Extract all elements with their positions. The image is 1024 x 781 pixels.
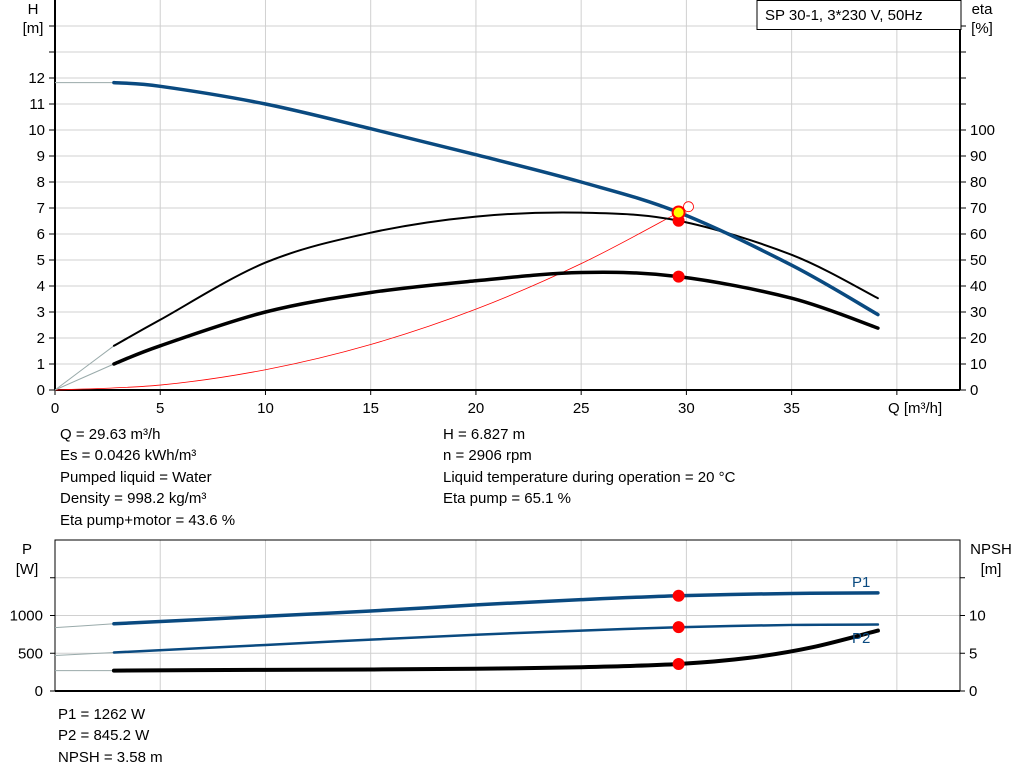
h-tick-label: 5 <box>37 252 45 269</box>
legend-box <box>756 0 962 30</box>
info-h: H = 6.827 m <box>443 426 525 443</box>
eta-tick-label: 50 <box>970 252 987 269</box>
h-axis-unit: [m] <box>23 20 44 37</box>
p1-point-marker <box>672 589 685 602</box>
eta-tick-label: 90 <box>970 148 987 165</box>
npsh-tick-label: 5 <box>969 645 977 662</box>
eta-tick-label: 20 <box>970 330 987 347</box>
eta-tick-label: 40 <box>970 278 987 295</box>
q-axis-title: Q [m³/h] <box>888 400 942 417</box>
h-tick-label: 1 <box>37 356 45 373</box>
eta-pump-curve <box>112 211 879 347</box>
p-axis-title: P <box>22 541 32 558</box>
system-curve <box>54 205 691 391</box>
info-p2: P2 = 845.2 W <box>58 727 150 744</box>
eta-pump-motor-point <box>672 270 685 283</box>
h-tick-label: 9 <box>37 148 45 165</box>
eta-pump-motor-curve <box>112 270 880 366</box>
system-curve-end-marker <box>683 201 694 213</box>
h-tick-label: 4 <box>37 278 45 295</box>
h-tick-label: 8 <box>37 174 45 191</box>
npsh-point-marker <box>672 657 685 670</box>
q-tick-label: 10 <box>257 400 274 417</box>
p-tick-label: 500 <box>18 645 43 662</box>
q-tick-label: 0 <box>51 400 59 417</box>
h-tick-label: 6 <box>37 226 45 243</box>
h-tick-label: 2 <box>37 330 45 347</box>
h-axis-title: H <box>28 1 39 18</box>
eta-tick-label: 30 <box>970 304 987 321</box>
info-es: Es = 0.0426 kWh/m³ <box>60 447 196 464</box>
q-tick-label: 25 <box>573 400 590 417</box>
h-tick-label: 10 <box>28 122 45 139</box>
bottom-grid: 0 500 1000 0 5 10 <box>10 539 986 700</box>
info-density: Density = 998.2 kg/m³ <box>60 490 206 507</box>
q-tick-label: 35 <box>783 400 800 417</box>
p1-series-label: P1 <box>852 574 870 591</box>
p2-series-label: P2 <box>852 630 870 647</box>
info-bottom: P1 = 1262 W P2 = 845.2 W NPSH = 3.58 m <box>58 706 163 766</box>
q-tick-label: 30 <box>678 400 695 417</box>
info-temperature: Liquid temperature during operation = 20… <box>443 469 736 486</box>
eta-pump-curve-extrapolated <box>54 345 115 391</box>
npsh-axis-unit: [m] <box>981 561 1002 578</box>
head-curve <box>112 80 880 317</box>
q-tick-label: 20 <box>468 400 485 417</box>
p-tick-label: 1000 <box>10 608 43 625</box>
info-npsh: NPSH = 3.58 m <box>58 749 163 766</box>
h-tick-label: 12 <box>28 70 45 87</box>
q-tick-label: 15 <box>362 400 379 417</box>
eta-pump-motor-curve-extrapolated <box>54 363 115 391</box>
info-eta-pump: Eta pump = 65.1 % <box>443 490 571 507</box>
eta-tick-label: 0 <box>970 382 978 399</box>
p-axis-unit: [W] <box>16 561 39 578</box>
info-n: n = 2906 rpm <box>443 447 532 464</box>
npsh-curve <box>111 628 880 673</box>
eta-tick-label: 10 <box>970 356 987 373</box>
h-tick-label: 7 <box>37 200 45 217</box>
eta-axis-unit: [%] <box>971 20 993 37</box>
h-tick-label: 3 <box>37 304 45 321</box>
p-tick-label: 0 <box>35 683 43 700</box>
info-eta-pump-motor: Eta pump+motor = 43.6 % <box>60 512 235 529</box>
p2-curve <box>112 623 880 654</box>
info-p1: P1 = 1262 W <box>58 706 146 723</box>
legend-label: SP 30-1, 3*230 V, 50Hz <box>765 7 923 24</box>
h-tick-label: 11 <box>29 96 45 113</box>
eta-tick-label: 100 <box>970 122 995 139</box>
operating-point <box>671 205 686 220</box>
p1-curve-extrapolated <box>54 623 114 629</box>
eta-axis-title: eta <box>972 1 994 18</box>
eta-tick-label: 80 <box>970 174 987 191</box>
info-q: Q = 29.63 m³/h <box>60 426 160 443</box>
p2-curve-extrapolated <box>54 651 114 657</box>
q-tick-label: 5 <box>156 400 164 417</box>
info-top-right: H = 6.827 m n = 2906 rpm Liquid temperat… <box>443 426 736 507</box>
p2-point-marker <box>672 621 685 634</box>
p1-curve <box>112 591 880 626</box>
curves <box>54 80 880 673</box>
eta-tick-label: 60 <box>970 226 987 243</box>
npsh-axis-title: NPSH <box>970 541 1012 558</box>
info-top-left: Q = 29.63 m³/h Es = 0.0426 kWh/m³ Pumped… <box>60 426 235 529</box>
npsh-tick-label: 10 <box>969 608 986 625</box>
h-tick-label: 0 <box>37 382 45 399</box>
info-liquid: Pumped liquid = Water <box>60 469 212 486</box>
npsh-tick-label: 0 <box>969 683 977 700</box>
eta-tick-label: 70 <box>970 200 987 217</box>
